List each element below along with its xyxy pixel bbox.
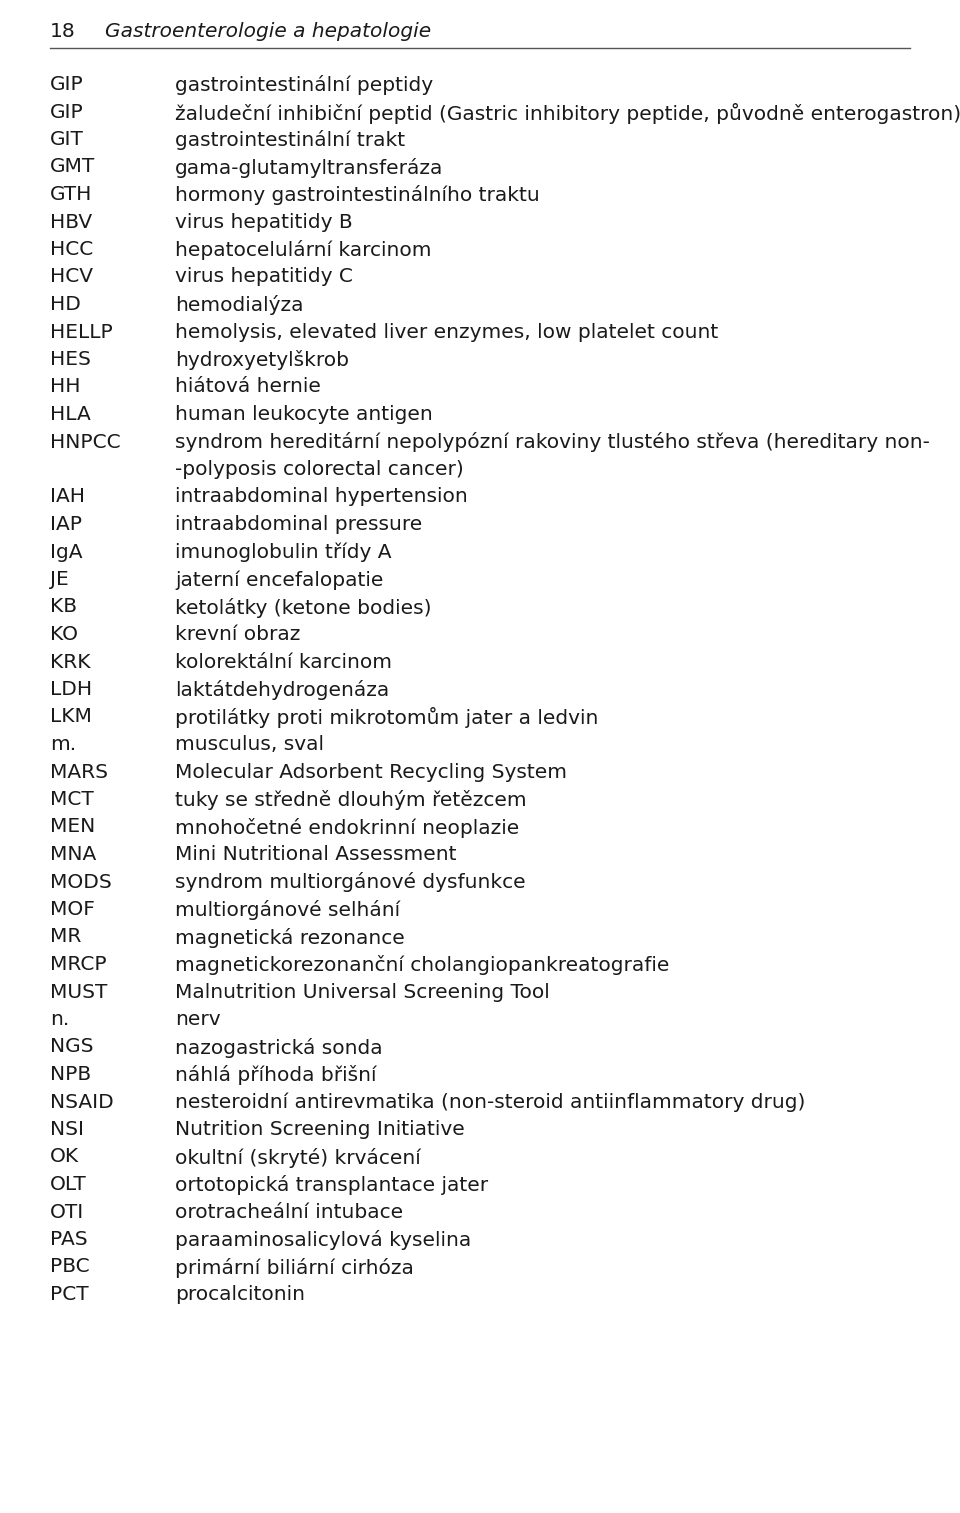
Text: PAS: PAS xyxy=(50,1230,87,1250)
Text: hiátová hernie: hiátová hernie xyxy=(175,378,321,396)
Text: HELLP: HELLP xyxy=(50,322,112,342)
Text: HH: HH xyxy=(50,378,81,396)
Text: laktátdehydrogenáza: laktátdehydrogenáza xyxy=(175,679,389,701)
Text: imunoglobulin třídy A: imunoglobulin třídy A xyxy=(175,543,392,561)
Text: virus hepatitidy C: virus hepatitidy C xyxy=(175,268,353,286)
Text: náhlá příhoda břišní: náhlá příhoda břišní xyxy=(175,1065,376,1085)
Text: hemolysis, elevated liver enzymes, low platelet count: hemolysis, elevated liver enzymes, low p… xyxy=(175,322,718,342)
Text: IAH: IAH xyxy=(50,487,85,507)
Text: ortotopická transplantace jater: ortotopická transplantace jater xyxy=(175,1176,488,1195)
Text: Malnutrition Universal Screening Tool: Malnutrition Universal Screening Tool xyxy=(175,982,550,1002)
Text: NSAID: NSAID xyxy=(50,1092,113,1112)
Text: mnohočetné endokrinní neoplazie: mnohočetné endokrinní neoplazie xyxy=(175,817,519,838)
Text: Gastroenterologie a hepatologie: Gastroenterologie a hepatologie xyxy=(105,23,431,41)
Text: IAP: IAP xyxy=(50,514,82,534)
Text: intraabdominal pressure: intraabdominal pressure xyxy=(175,514,422,534)
Text: nazogastrická sonda: nazogastrická sonda xyxy=(175,1038,383,1058)
Text: musculus, sval: musculus, sval xyxy=(175,735,324,753)
Text: primární biliární cirhóza: primární biliární cirhóza xyxy=(175,1257,414,1277)
Text: PBC: PBC xyxy=(50,1257,89,1277)
Text: orotracheální intubace: orotracheální intubace xyxy=(175,1203,403,1221)
Text: human leukocyte antigen: human leukocyte antigen xyxy=(175,405,433,424)
Text: GTH: GTH xyxy=(50,185,92,204)
Text: krevní obraz: krevní obraz xyxy=(175,625,300,645)
Text: syndrom hereditární nepolypózní rakoviny tlustého střeva (hereditary non-: syndrom hereditární nepolypózní rakoviny… xyxy=(175,433,930,452)
Text: MCT: MCT xyxy=(50,790,94,809)
Text: hemodialýza: hemodialýza xyxy=(175,295,303,315)
Text: -polyposis colorectal cancer): -polyposis colorectal cancer) xyxy=(175,460,464,480)
Text: hepatocelulární karcinom: hepatocelulární karcinom xyxy=(175,241,431,260)
Text: MODS: MODS xyxy=(50,873,111,891)
Text: gastrointestinální trakt: gastrointestinální trakt xyxy=(175,130,405,150)
Text: OTI: OTI xyxy=(50,1203,84,1221)
Text: magnetická rezonance: magnetická rezonance xyxy=(175,927,405,947)
Text: virus hepatitidy B: virus hepatitidy B xyxy=(175,212,352,231)
Text: HCV: HCV xyxy=(50,268,93,286)
Text: LDH: LDH xyxy=(50,679,92,699)
Text: MEN: MEN xyxy=(50,817,95,837)
Text: hormony gastrointestinálního traktu: hormony gastrointestinálního traktu xyxy=(175,185,540,204)
Text: HCC: HCC xyxy=(50,241,93,259)
Text: OK: OK xyxy=(50,1147,79,1167)
Text: PCT: PCT xyxy=(50,1285,88,1304)
Text: 18: 18 xyxy=(50,23,76,41)
Text: magnetickorezonanční cholangiopankreatografie: magnetickorezonanční cholangiopankreatog… xyxy=(175,955,669,974)
Text: Mini Nutritional Assessment: Mini Nutritional Assessment xyxy=(175,844,457,864)
Text: žaludeční inhibiční peptid (Gastric inhibitory peptide, původně enterogastron): žaludeční inhibiční peptid (Gastric inhi… xyxy=(175,103,960,124)
Text: GIP: GIP xyxy=(50,76,84,94)
Text: KO: KO xyxy=(50,625,78,645)
Text: LKM: LKM xyxy=(50,708,92,726)
Text: okultní (skryté) krvácení: okultní (skryté) krvácení xyxy=(175,1147,420,1168)
Text: nerv: nerv xyxy=(175,1011,221,1029)
Text: HLA: HLA xyxy=(50,405,91,424)
Text: MNA: MNA xyxy=(50,844,96,864)
Text: MARS: MARS xyxy=(50,763,108,782)
Text: GMT: GMT xyxy=(50,157,95,177)
Text: MUST: MUST xyxy=(50,982,108,1002)
Text: paraaminosalicylová kyselina: paraaminosalicylová kyselina xyxy=(175,1230,471,1250)
Text: IgA: IgA xyxy=(50,543,83,561)
Text: Nutrition Screening Initiative: Nutrition Screening Initiative xyxy=(175,1120,465,1139)
Text: JE: JE xyxy=(50,570,69,589)
Text: multiorgánové selhání: multiorgánové selhání xyxy=(175,900,400,920)
Text: MOF: MOF xyxy=(50,900,95,918)
Text: KB: KB xyxy=(50,598,77,616)
Text: NSI: NSI xyxy=(50,1120,84,1139)
Text: n.: n. xyxy=(50,1011,69,1029)
Text: gastrointestinální peptidy: gastrointestinální peptidy xyxy=(175,76,433,95)
Text: HBV: HBV xyxy=(50,212,92,231)
Text: NGS: NGS xyxy=(50,1038,93,1056)
Text: GIP: GIP xyxy=(50,103,84,121)
Text: HNPCC: HNPCC xyxy=(50,433,121,451)
Text: intraabdominal hypertension: intraabdominal hypertension xyxy=(175,487,468,507)
Text: OLT: OLT xyxy=(50,1176,86,1194)
Text: tuky se středně dlouhým řetězcem: tuky se středně dlouhým řetězcem xyxy=(175,790,527,809)
Text: protilátky proti mikrotomům jater a ledvin: protilátky proti mikrotomům jater a ledv… xyxy=(175,708,598,728)
Text: Molecular Adsorbent Recycling System: Molecular Adsorbent Recycling System xyxy=(175,763,567,782)
Text: syndrom multiorgánové dysfunkce: syndrom multiorgánové dysfunkce xyxy=(175,873,526,893)
Text: gama-glutamyltransferáza: gama-glutamyltransferáza xyxy=(175,157,444,177)
Text: hydroxyetylškrob: hydroxyetylškrob xyxy=(175,350,349,371)
Text: MRCP: MRCP xyxy=(50,955,107,974)
Text: procalcitonin: procalcitonin xyxy=(175,1285,305,1304)
Text: HES: HES xyxy=(50,350,91,369)
Text: GIT: GIT xyxy=(50,130,84,148)
Text: NPB: NPB xyxy=(50,1065,91,1083)
Text: MR: MR xyxy=(50,927,82,947)
Text: kolorektální karcinom: kolorektální karcinom xyxy=(175,652,392,672)
Text: m.: m. xyxy=(50,735,76,753)
Text: HD: HD xyxy=(50,295,81,315)
Text: jaterní encefalopatie: jaterní encefalopatie xyxy=(175,570,383,590)
Text: ketolátky (ketone bodies): ketolátky (ketone bodies) xyxy=(175,598,431,617)
Text: KRK: KRK xyxy=(50,652,90,672)
Text: nesteroidní antirevmatika (non-steroid antiinflammatory drug): nesteroidní antirevmatika (non-steroid a… xyxy=(175,1092,805,1112)
